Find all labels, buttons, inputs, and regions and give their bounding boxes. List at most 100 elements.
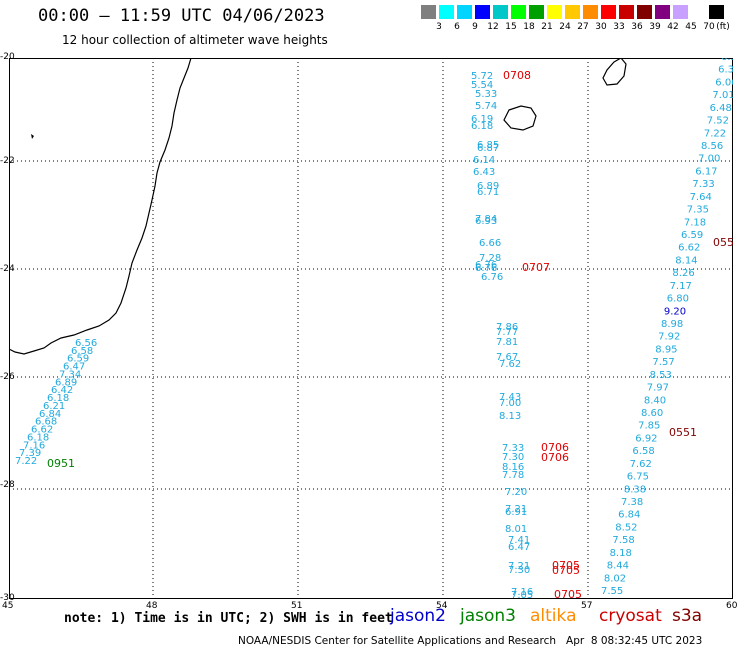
wave-height-label: 6.59 xyxy=(681,230,703,241)
lon-label: 51 xyxy=(291,601,303,611)
lat-label: -26 xyxy=(0,372,15,382)
color-scale: 3 6 9 12 15 18 21 24 27 30 33 36 39 42 45 70 (ft) xyxy=(421,5,730,32)
legend-jason2: jason2 xyxy=(390,606,446,626)
wave-height-label: 6.80 xyxy=(667,294,689,305)
wave-height-label: 5.72 xyxy=(471,71,493,82)
wave-height-label: 5.33 xyxy=(475,89,497,100)
lat-label: -24 xyxy=(0,264,15,274)
pass-time-label: 0708 xyxy=(503,69,531,82)
scale-label: 24 xyxy=(559,22,571,32)
madagascar-coastline xyxy=(8,57,192,355)
map-frame: 5.72 5.54 5.33 5.74 6.19 6.18 6.85 6.87 6.14 6.43… xyxy=(8,52,740,601)
scale-label: 18 xyxy=(523,22,535,32)
scale-swatch xyxy=(547,5,562,19)
wave-height-label: 6.89 xyxy=(55,377,77,388)
altimeter-tracks: 5.725.545.335.746.196.186.856.876.146.43… xyxy=(15,52,740,601)
wave-height-label: 7.52 xyxy=(707,116,729,127)
wave-height-label: 8.26 xyxy=(672,268,694,279)
wave-height-label: 6.91 xyxy=(505,507,527,518)
lat-label: -28 xyxy=(0,480,15,490)
map-border xyxy=(9,58,733,599)
pass-time-label: 0705 xyxy=(552,564,580,577)
lon-label: 45 xyxy=(2,601,14,611)
scale-label: 21 xyxy=(541,22,553,32)
wave-height-label: 6.47 xyxy=(508,542,530,553)
wave-height-label: 7.55 xyxy=(601,586,623,597)
wave-height-label: 6.68 xyxy=(35,417,57,428)
wave-height-label: 7.00 xyxy=(499,398,521,409)
scale-label: 36 xyxy=(631,22,643,32)
wave-height-label: 8.38 xyxy=(624,484,646,495)
wave-height-label: 6.48 xyxy=(710,103,732,114)
scale-label: 45 xyxy=(685,22,697,32)
scale-swatch xyxy=(475,5,490,19)
scale-label: 70 xyxy=(703,22,715,32)
scale-label: 33 xyxy=(613,22,625,32)
wave-height-label: 8.01 xyxy=(505,524,527,535)
wave-height-label: 8.56 xyxy=(701,141,723,152)
wave-height-label: 7.39 xyxy=(19,448,41,459)
wave-height-label: 6.58 xyxy=(71,346,93,357)
wave-height-label: 5.54 xyxy=(471,80,493,91)
scale-label: 30 xyxy=(595,22,607,32)
scale-swatch xyxy=(421,5,436,19)
wave-height-label: 6.18 xyxy=(471,121,493,132)
pass-time-label: 0707 xyxy=(522,261,550,274)
scale-swatch xyxy=(637,5,652,19)
wave-height-label: 7.30 xyxy=(508,565,530,576)
wave-height-label: 8.44 xyxy=(607,561,629,572)
wave-height-label: 7.20 xyxy=(505,487,527,498)
wave-height-label: 8.95 xyxy=(655,344,677,355)
wave-height-label: 6.76 xyxy=(475,263,497,274)
wave-height-label: 6.75 xyxy=(627,472,649,483)
wave-height-label: 8.18 xyxy=(610,548,632,559)
scale-swatch xyxy=(529,5,544,19)
lat-label: -30 xyxy=(0,593,15,603)
wave-height-label: 8.60 xyxy=(641,408,663,419)
scale-label: 39 xyxy=(649,22,661,32)
legend-s3a: s3a xyxy=(672,606,703,626)
pass-time-label: 0551 xyxy=(713,236,733,249)
pass-time-label: 0551 xyxy=(669,426,697,439)
wave-height-label: 7.28 xyxy=(479,253,501,264)
wave-height-label: 7.84 xyxy=(475,214,497,225)
wave-height-label: 7.81 xyxy=(496,337,518,348)
wave-height-label: 6.66 xyxy=(479,238,501,249)
wave-height-label: 6.76 xyxy=(475,260,497,271)
scale-label: 27 xyxy=(577,22,589,32)
timestamp-text: Apr 8 08:32:45 UTC 2023 xyxy=(566,635,703,647)
map-subtitle: 12 hour collection of altimeter wave hei… xyxy=(62,33,328,47)
scale-swatch xyxy=(511,5,526,19)
wave-height-label: 7.22 xyxy=(704,128,726,139)
wave-height-label: 7.57 xyxy=(652,357,674,368)
wave-height-label: 7.67 xyxy=(496,352,518,363)
graticule xyxy=(9,58,733,599)
wave-height-label: 6.3 xyxy=(721,58,733,63)
scale-swatch xyxy=(619,5,634,19)
scale-label: 3 xyxy=(436,22,442,32)
legend-cryosat: cryosat xyxy=(599,606,662,626)
scale-swatch xyxy=(565,5,580,19)
credit-text: NOAA/NESDIS Center for Satellite Applica… xyxy=(238,635,556,647)
wave-height-label: 6.93 xyxy=(475,216,497,227)
wave-height-label: 7.22 xyxy=(15,456,37,467)
wave-height-label: 7.41 xyxy=(508,535,530,546)
note-text: note: 1) Time is in UTC; 2) SWH is in fe… xyxy=(64,611,393,626)
wave-height-label: 6.06 xyxy=(715,77,733,88)
wave-height-label: 8.52 xyxy=(615,522,637,533)
wave-height-label: 7.01 xyxy=(712,90,733,101)
wave-height-label: 6.87 xyxy=(477,143,499,154)
wave-height-label: 7.21 xyxy=(508,561,530,572)
wave-height-label: 6.76 xyxy=(481,272,503,283)
wave-height-label: 6.58 xyxy=(632,446,654,457)
mauritius-island xyxy=(602,57,627,86)
wave-height-label: 6.14 xyxy=(473,155,495,166)
reunion-island xyxy=(503,105,537,131)
wave-height-label: 7.16 xyxy=(511,587,533,598)
wave-height-label: 7.92 xyxy=(658,332,680,343)
pass-time-label: 0705 xyxy=(554,588,582,599)
wave-height-label: 6.18 xyxy=(27,432,49,443)
wave-height-label: 6.62 xyxy=(31,425,53,436)
scale-label: 6 xyxy=(454,22,460,32)
wave-height-label: 6.85 xyxy=(477,140,499,151)
